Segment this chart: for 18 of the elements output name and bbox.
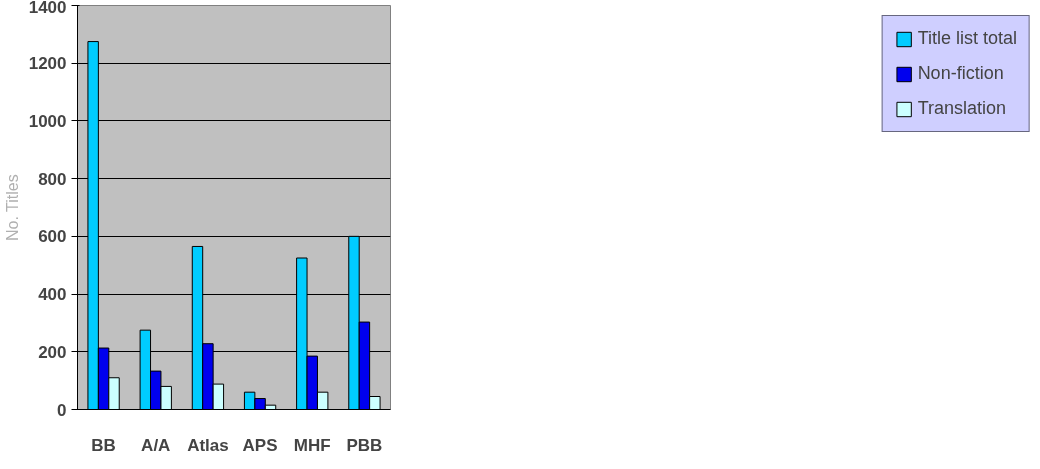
x-tick-label: Atlas xyxy=(187,435,229,455)
legend-label: Non-fiction xyxy=(917,63,1004,84)
x-tick-label: MHF xyxy=(293,435,331,455)
y-tick-label: 200 xyxy=(38,342,67,362)
y-tick-label: 1200 xyxy=(28,54,67,74)
y-tick-label: 1000 xyxy=(28,111,67,131)
legend-label: Translation xyxy=(917,98,1006,119)
x-tick-label: APS xyxy=(242,435,278,455)
x-tick-label: A/A xyxy=(141,435,171,455)
y-tick-label: 400 xyxy=(38,285,67,305)
y-tick-label: 0 xyxy=(57,400,67,420)
y-tick-label: 1400 xyxy=(28,0,67,17)
y-tick-label: 800 xyxy=(38,169,67,189)
y-tick-label: 600 xyxy=(38,227,67,247)
x-tick-label: BB xyxy=(91,435,116,455)
y-axis-title: No. Titles xyxy=(3,174,21,241)
x-tick-label: PBB xyxy=(346,435,383,455)
legend-label: Title list total xyxy=(917,28,1017,49)
